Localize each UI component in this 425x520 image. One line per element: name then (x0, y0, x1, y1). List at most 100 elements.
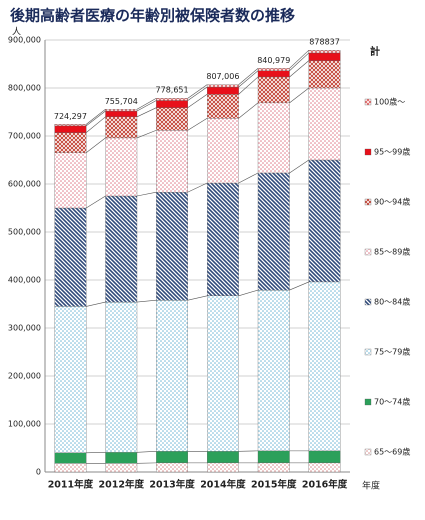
bar-segment (156, 98, 188, 101)
total-label: 724,297 (54, 112, 87, 121)
bar-segment (156, 300, 188, 452)
bar-segment (105, 109, 138, 112)
bar-segment (257, 172, 290, 291)
connector (85, 137, 106, 154)
connector (238, 102, 259, 119)
connector (289, 87, 310, 104)
connector (136, 191, 157, 197)
legend-label: 75～79歳 (374, 347, 410, 357)
legend-swatch (364, 248, 372, 256)
x-tick-label: 2012年度 (99, 479, 145, 491)
legend-swatch (364, 98, 372, 106)
connector (187, 84, 208, 99)
bar-segment (54, 463, 87, 473)
connector (289, 159, 309, 174)
bar-segment (308, 87, 341, 161)
y-tick-label: 300,000 (8, 324, 41, 333)
connector (85, 110, 106, 127)
bar-segment (257, 102, 290, 174)
total-label: 807,006 (206, 72, 239, 81)
bar-segment (257, 450, 290, 464)
bar-segment (105, 452, 138, 464)
y-tick-label: 700,000 (8, 132, 41, 141)
bar-segment (54, 125, 87, 133)
bar-segment (54, 124, 87, 127)
bar-segment (308, 281, 341, 452)
connector (85, 116, 106, 133)
bar-segment (156, 192, 188, 301)
total-label: 840,979 (257, 56, 290, 65)
y-tick-label: 900,000 (8, 36, 41, 45)
bar-segment (257, 76, 290, 104)
total-label: 755,704 (105, 97, 138, 106)
bar-segment (257, 68, 290, 71)
connector (238, 76, 259, 95)
x-tick-label: 2016年度 (302, 479, 348, 491)
x-tick-label: 2015年度 (251, 479, 297, 491)
y-tick-label: 400,000 (8, 276, 41, 285)
connector (238, 172, 259, 184)
bar-segment (308, 450, 341, 464)
connector (289, 49, 310, 69)
bar-segment (207, 84, 239, 88)
x-axis-label: 年度 (362, 480, 380, 492)
bar-segment (54, 152, 87, 209)
bar-segment (54, 306, 87, 453)
legend-swatch (364, 198, 372, 206)
connector (187, 93, 208, 108)
bar-segment (257, 462, 290, 473)
bar-segment (54, 132, 87, 153)
connector (238, 289, 259, 297)
y-tick-label: 600,000 (8, 180, 41, 189)
bar-segment (207, 118, 239, 184)
bar-segment (207, 295, 239, 452)
y-tick-label: 100,000 (8, 420, 41, 429)
bar-segment (156, 100, 188, 108)
connector (238, 70, 259, 88)
legend-label: 95～99歳 (374, 147, 410, 157)
connector (136, 97, 157, 110)
bar-segment (156, 462, 188, 473)
legend-title: 計 (370, 45, 380, 58)
bar-segment (308, 60, 341, 89)
bar-segment (308, 52, 341, 61)
bar-segment (156, 107, 188, 131)
legend-label: 90～94歳 (374, 197, 410, 207)
y-tick-label: 0 (36, 468, 41, 477)
bar-segment (54, 207, 87, 307)
connector (187, 295, 208, 301)
bar-segment (54, 452, 87, 464)
legend-swatch (364, 348, 372, 356)
bar-segment (156, 130, 188, 193)
total-label: 878837 (309, 38, 340, 47)
bar-segment (105, 463, 138, 473)
connector (136, 299, 157, 303)
total-label: 778,651 (156, 86, 189, 95)
connector (187, 117, 208, 131)
connector (86, 301, 106, 307)
y-axis-label: 人 (12, 27, 21, 38)
bar-segment (257, 289, 290, 452)
chart-title: 後期高齢者医療の年齢別被保険者数の推移 (9, 7, 295, 25)
connector (289, 60, 310, 78)
bar-segment (308, 50, 341, 54)
legend-label: 85～89歳 (374, 247, 410, 257)
connector (187, 182, 208, 193)
bar-segment (105, 137, 138, 197)
bar-segment (207, 451, 239, 464)
connector (136, 129, 157, 139)
legend-swatch (364, 448, 372, 456)
x-tick-label: 2014年度 (200, 479, 246, 491)
connector (289, 281, 309, 291)
bar-segment (105, 195, 138, 303)
bar-segment (105, 301, 138, 453)
legend-label: 65～69歳 (374, 447, 410, 457)
bar-segment (207, 182, 239, 296)
x-tick-label: 2013年度 (149, 479, 195, 491)
legend-swatch (364, 148, 372, 156)
bar-segment (308, 159, 341, 283)
legend-label: 70～74歳 (374, 397, 410, 407)
legend-label: 80～84歳 (374, 297, 410, 307)
connector (187, 86, 208, 101)
